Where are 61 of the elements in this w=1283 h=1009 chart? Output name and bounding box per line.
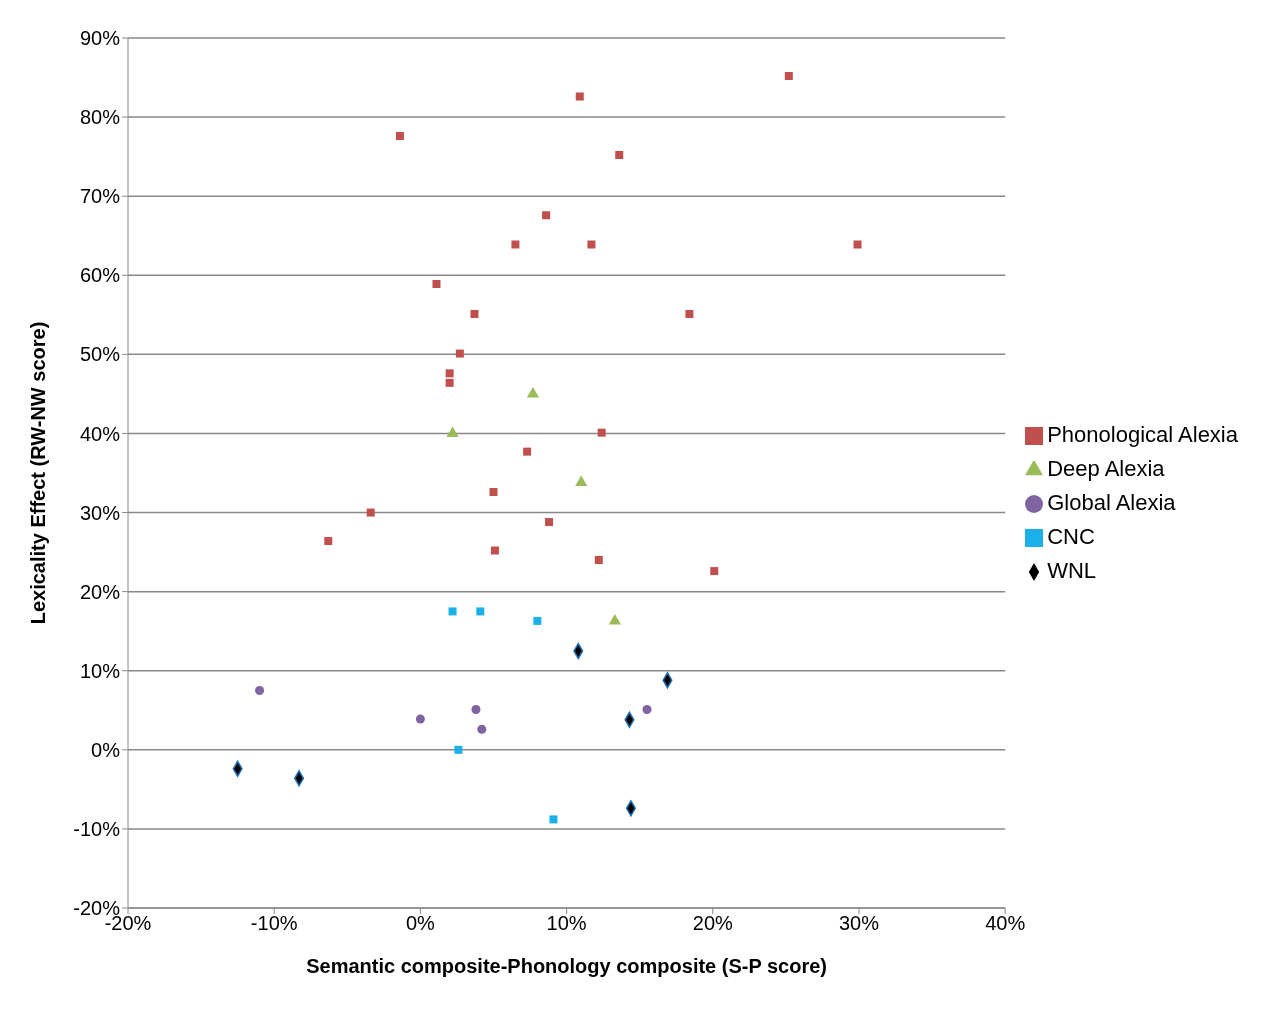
y-tick-label: 90% [79, 27, 121, 50]
y-tick-label: 0% [91, 738, 121, 761]
y-tick-label: 70% [79, 185, 121, 208]
point [490, 546, 499, 555]
point [455, 349, 464, 358]
x-tick-label: 20% [692, 912, 734, 935]
x-tick-label: 40% [985, 912, 1026, 935]
point [511, 240, 520, 249]
x-tick-label: 0% [405, 912, 436, 935]
point [533, 616, 542, 625]
y-tick-label: 20% [79, 580, 121, 603]
x-tick-label: 30% [838, 912, 880, 935]
point [255, 685, 265, 696]
point [575, 475, 588, 486]
y-tick-label: 30% [79, 501, 121, 524]
point [432, 279, 441, 288]
point [366, 508, 375, 517]
point [542, 211, 551, 220]
point [445, 378, 454, 387]
point [445, 369, 454, 378]
y-tick-label: 80% [79, 106, 121, 129]
point [476, 607, 485, 616]
legend-label: WNL [1047, 558, 1097, 583]
point [615, 151, 624, 160]
point [395, 132, 404, 141]
point [853, 240, 862, 249]
x-tick-label: 10% [546, 912, 587, 935]
point [523, 447, 532, 456]
point [470, 310, 479, 319]
y-tick-label: 10% [79, 659, 121, 682]
point [608, 613, 621, 625]
legend-label: Deep Alexia [1047, 456, 1165, 481]
legend-label: Phonological Alexia [1047, 422, 1238, 447]
point [415, 714, 425, 724]
point [575, 92, 584, 101]
point [642, 704, 652, 714]
point [471, 704, 481, 714]
y-tick-label: -10% [73, 818, 121, 841]
point [594, 556, 603, 564]
point [324, 537, 333, 546]
point [454, 745, 463, 754]
point [526, 386, 540, 398]
y-axis-title: Lexicality Effect (RW-NW score) [27, 321, 50, 625]
point [549, 815, 558, 824]
point [545, 518, 554, 527]
y-tick-label: 40% [79, 422, 121, 445]
point [587, 240, 596, 249]
point [597, 428, 606, 437]
x-tick-label: -10% [250, 912, 298, 935]
y-tick-label: 60% [79, 264, 121, 287]
y-tick-label: 50% [79, 343, 121, 366]
point [448, 607, 457, 616]
point [685, 310, 694, 319]
point [446, 426, 459, 437]
x-axis-title: Semantic composite-Phonology composite (S-P score) [306, 955, 828, 977]
point [489, 487, 498, 496]
point [477, 724, 487, 734]
point [710, 567, 719, 576]
legend-label: CNC [1047, 524, 1095, 549]
point [784, 71, 793, 80]
legend-label: Global Alexia [1047, 490, 1176, 515]
